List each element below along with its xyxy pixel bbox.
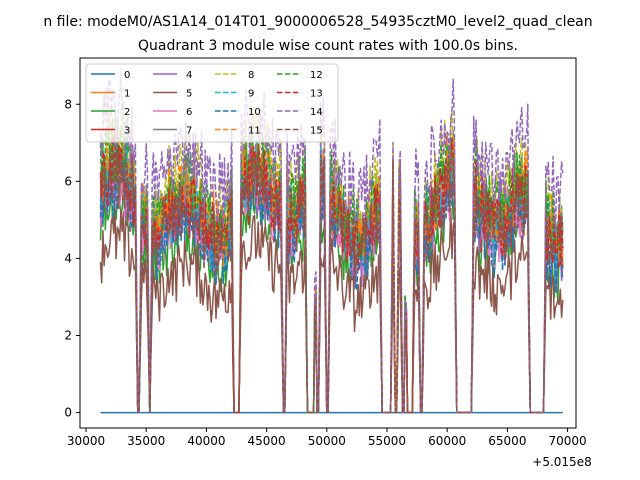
chart-suptitle: n file: modeM0/AS1A14_014T01_9000006528_… xyxy=(43,14,592,30)
legend-label-0: 0 xyxy=(124,70,130,81)
x-tick-label: 50000 xyxy=(308,434,346,448)
x-tick-label: 30000 xyxy=(67,434,105,448)
plot-frame xyxy=(79,57,577,429)
legend-label-4: 4 xyxy=(186,70,192,81)
y-axis: 0 2 4 6 8 xyxy=(64,97,80,420)
legend-label-13: 13 xyxy=(310,89,323,100)
series-layer xyxy=(99,72,564,414)
legend-label-14: 14 xyxy=(310,107,323,118)
y-tick-label: 2 xyxy=(64,329,72,343)
legend-label-3: 3 xyxy=(124,126,130,137)
y-tick-label: 4 xyxy=(64,251,72,265)
y-tick-label: 0 xyxy=(64,406,72,420)
x-tick-label: 60000 xyxy=(428,434,466,448)
legend-label-9: 9 xyxy=(248,89,254,100)
series-line-5 xyxy=(99,207,564,414)
x-tick-label: 45000 xyxy=(248,434,286,448)
legend-label-1: 1 xyxy=(124,89,130,100)
x-tick-label: 35000 xyxy=(127,434,165,448)
legend-label-7: 7 xyxy=(186,126,192,137)
x-axis: 30000 35000 40000 45000 50000 55000 60000 65000… xyxy=(67,428,587,448)
x-offset-label: +5.015e8 xyxy=(532,455,591,469)
legend-label-2: 2 xyxy=(124,107,130,118)
y-tick-label: 6 xyxy=(64,174,72,188)
legend-label-8: 8 xyxy=(248,70,254,81)
legend-label-15: 15 xyxy=(310,126,323,137)
legend-frame xyxy=(85,63,339,143)
legend-label-11: 11 xyxy=(248,126,261,137)
x-tick-label: 40000 xyxy=(187,434,225,448)
legend-label-12: 12 xyxy=(310,70,323,81)
x-tick-label: 55000 xyxy=(368,434,406,448)
x-tick-label: 70000 xyxy=(548,434,586,448)
legend-label-6: 6 xyxy=(186,107,192,118)
series-line-15 xyxy=(99,143,564,414)
legend-label-5: 5 xyxy=(186,89,192,100)
legend-label-10: 10 xyxy=(248,107,261,118)
y-tick-label: 8 xyxy=(64,97,72,111)
x-tick-label: 65000 xyxy=(488,434,526,448)
chart-title: Quadrant 3 module wise count rates with … xyxy=(138,38,518,54)
